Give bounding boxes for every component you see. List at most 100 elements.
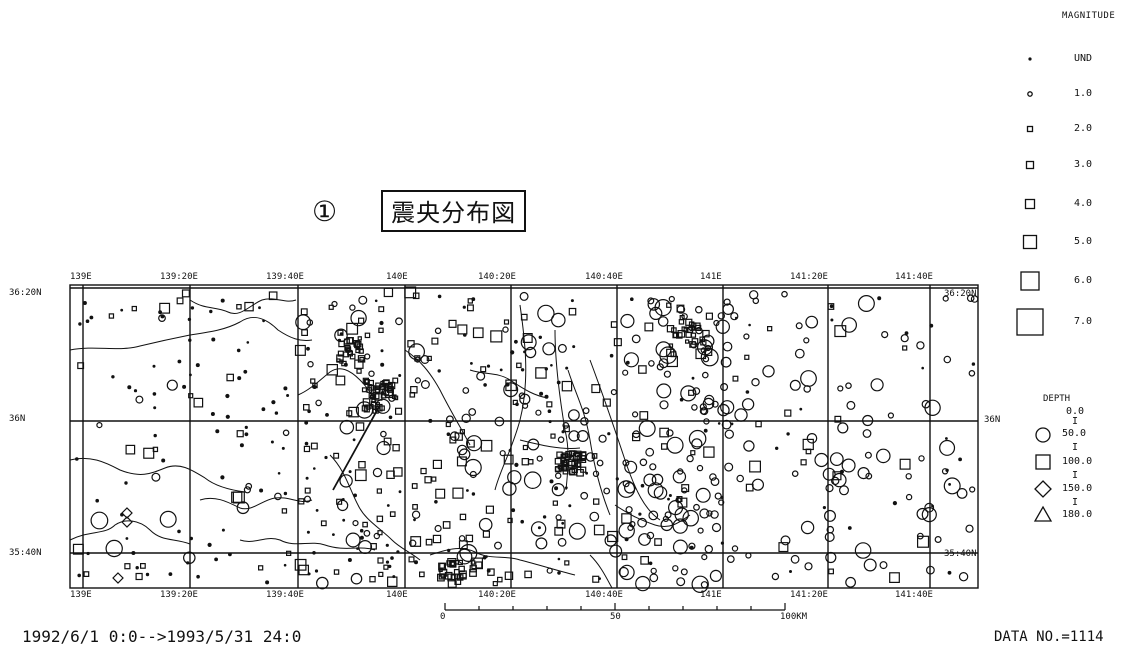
epicenter-circle: [845, 382, 852, 390]
epicenter-circle: [723, 298, 731, 306]
coastline-segment: [567, 369, 611, 516]
epicenter-circle: [639, 458, 648, 467]
epicenter-dot: [624, 537, 629, 542]
epicenter-square: [472, 327, 484, 339]
epicenter-square: [452, 487, 464, 499]
epicenter-circle: [956, 488, 968, 499]
epicenter-circle: [780, 535, 791, 546]
epicenter-circle: [694, 305, 703, 314]
lon-tick-label-top: 141:40E: [895, 272, 933, 282]
epicenter-circle: [710, 477, 720, 487]
epicenter-dot: [398, 490, 402, 494]
epicenter-circle: [825, 484, 834, 493]
epicenter-square: [378, 327, 384, 334]
magnitude-legend-label: 3.0: [1074, 159, 1093, 170]
lon-tick-label-top: 141:20E: [790, 272, 828, 282]
epicenter-circle: [647, 297, 655, 305]
epicenter-dot: [85, 319, 90, 324]
epicenter-square: [556, 519, 566, 529]
epicenter-circle: [824, 531, 835, 542]
epicenter-dot: [830, 318, 834, 322]
lon-tick-label-bottom: 141:40E: [895, 590, 933, 600]
epicenter-square: [152, 446, 159, 453]
epicenter-circle: [794, 348, 805, 359]
epicenter-circle: [537, 304, 555, 323]
epicenter-dot: [511, 508, 516, 513]
epicenter-circle: [857, 295, 875, 313]
scale-bar: [444, 603, 786, 611]
epicenter-dot: [359, 535, 364, 540]
epicenter-circle: [916, 507, 929, 520]
epicenter-square: [654, 538, 662, 546]
epicenter-dot: [945, 437, 948, 440]
epicenter-square: [467, 298, 474, 304]
epicenter-circle: [804, 562, 813, 571]
cluster-square: [438, 573, 445, 580]
cluster-square: [700, 339, 707, 346]
magnitude-legend-title: MAGNITUDE: [1062, 11, 1116, 21]
cluster-square: [560, 459, 565, 464]
epicenter-dot: [948, 483, 951, 486]
epicenter-dot: [145, 572, 150, 577]
coastline-segment: [589, 554, 613, 589]
epicenter-dot: [385, 560, 390, 564]
epicenter-circle: [409, 539, 417, 547]
epicenter-square: [335, 375, 346, 386]
epicenter-circle: [646, 531, 655, 540]
epicenter-dot: [95, 498, 99, 503]
epicenter-circle: [456, 548, 473, 565]
epicenter-square: [507, 517, 513, 524]
depth-triangle-icon: [1033, 505, 1053, 522]
epicenter-circle: [90, 511, 109, 530]
epicenter-square: [521, 458, 530, 466]
epicenter-dot: [220, 298, 225, 303]
epicenter-square: [140, 562, 146, 569]
epicenter-circle: [350, 572, 363, 585]
depth-legend-label: I: [1072, 497, 1079, 508]
epicenter-dot: [667, 497, 670, 501]
epicenter-dot: [209, 309, 213, 314]
epicenter-circle: [711, 522, 722, 533]
epicenter-circle: [968, 369, 976, 377]
epicenter-dot: [598, 577, 601, 580]
epicenter-circle: [837, 385, 844, 392]
epicenter-dot: [514, 339, 518, 344]
epicenter-square: [554, 526, 564, 536]
cluster-square: [691, 338, 699, 345]
epicenter-square: [610, 321, 618, 328]
epicenter-dot: [390, 556, 394, 560]
epicenter-square: [482, 530, 490, 538]
epicenter-dot: [648, 561, 653, 566]
epicenter-circle: [458, 535, 466, 542]
epicenter-circle: [846, 400, 856, 410]
coastline-segment: [199, 497, 313, 510]
epicenter-dot: [385, 543, 389, 547]
epicenter-circle: [618, 522, 635, 539]
epicenter-dot: [214, 557, 219, 562]
epicenter-circle: [724, 429, 735, 439]
epicenter-circle: [434, 524, 442, 533]
epicenter-dot: [462, 305, 466, 309]
epicenter-circle: [676, 305, 686, 314]
epicenter-dot: [839, 469, 845, 474]
magnitude-legend-label: 2.0: [1074, 123, 1093, 134]
epicenter-dot: [822, 506, 827, 510]
epicenter-dot: [703, 428, 708, 433]
epicenter-circle: [550, 312, 566, 328]
epicenter-dot: [447, 548, 451, 553]
epicenter-circle: [420, 380, 430, 390]
epicenter-dot: [133, 389, 138, 393]
epicenter-dot: [414, 560, 418, 565]
epicenter-dot: [557, 571, 561, 575]
depth-legend-label: 180.0: [1062, 509, 1093, 520]
epicenter-dot: [304, 420, 309, 425]
epicenter-circle: [610, 389, 618, 396]
epicenter-circle: [686, 454, 694, 463]
epicenter-circle: [307, 361, 314, 368]
epicenter-dot: [971, 362, 976, 366]
epicenter-dot: [547, 409, 552, 414]
epicenter-circle: [731, 545, 739, 552]
lon-tick-label-bottom: 141E: [700, 590, 722, 600]
lat-tick-label-right: 36:20N: [944, 289, 977, 299]
